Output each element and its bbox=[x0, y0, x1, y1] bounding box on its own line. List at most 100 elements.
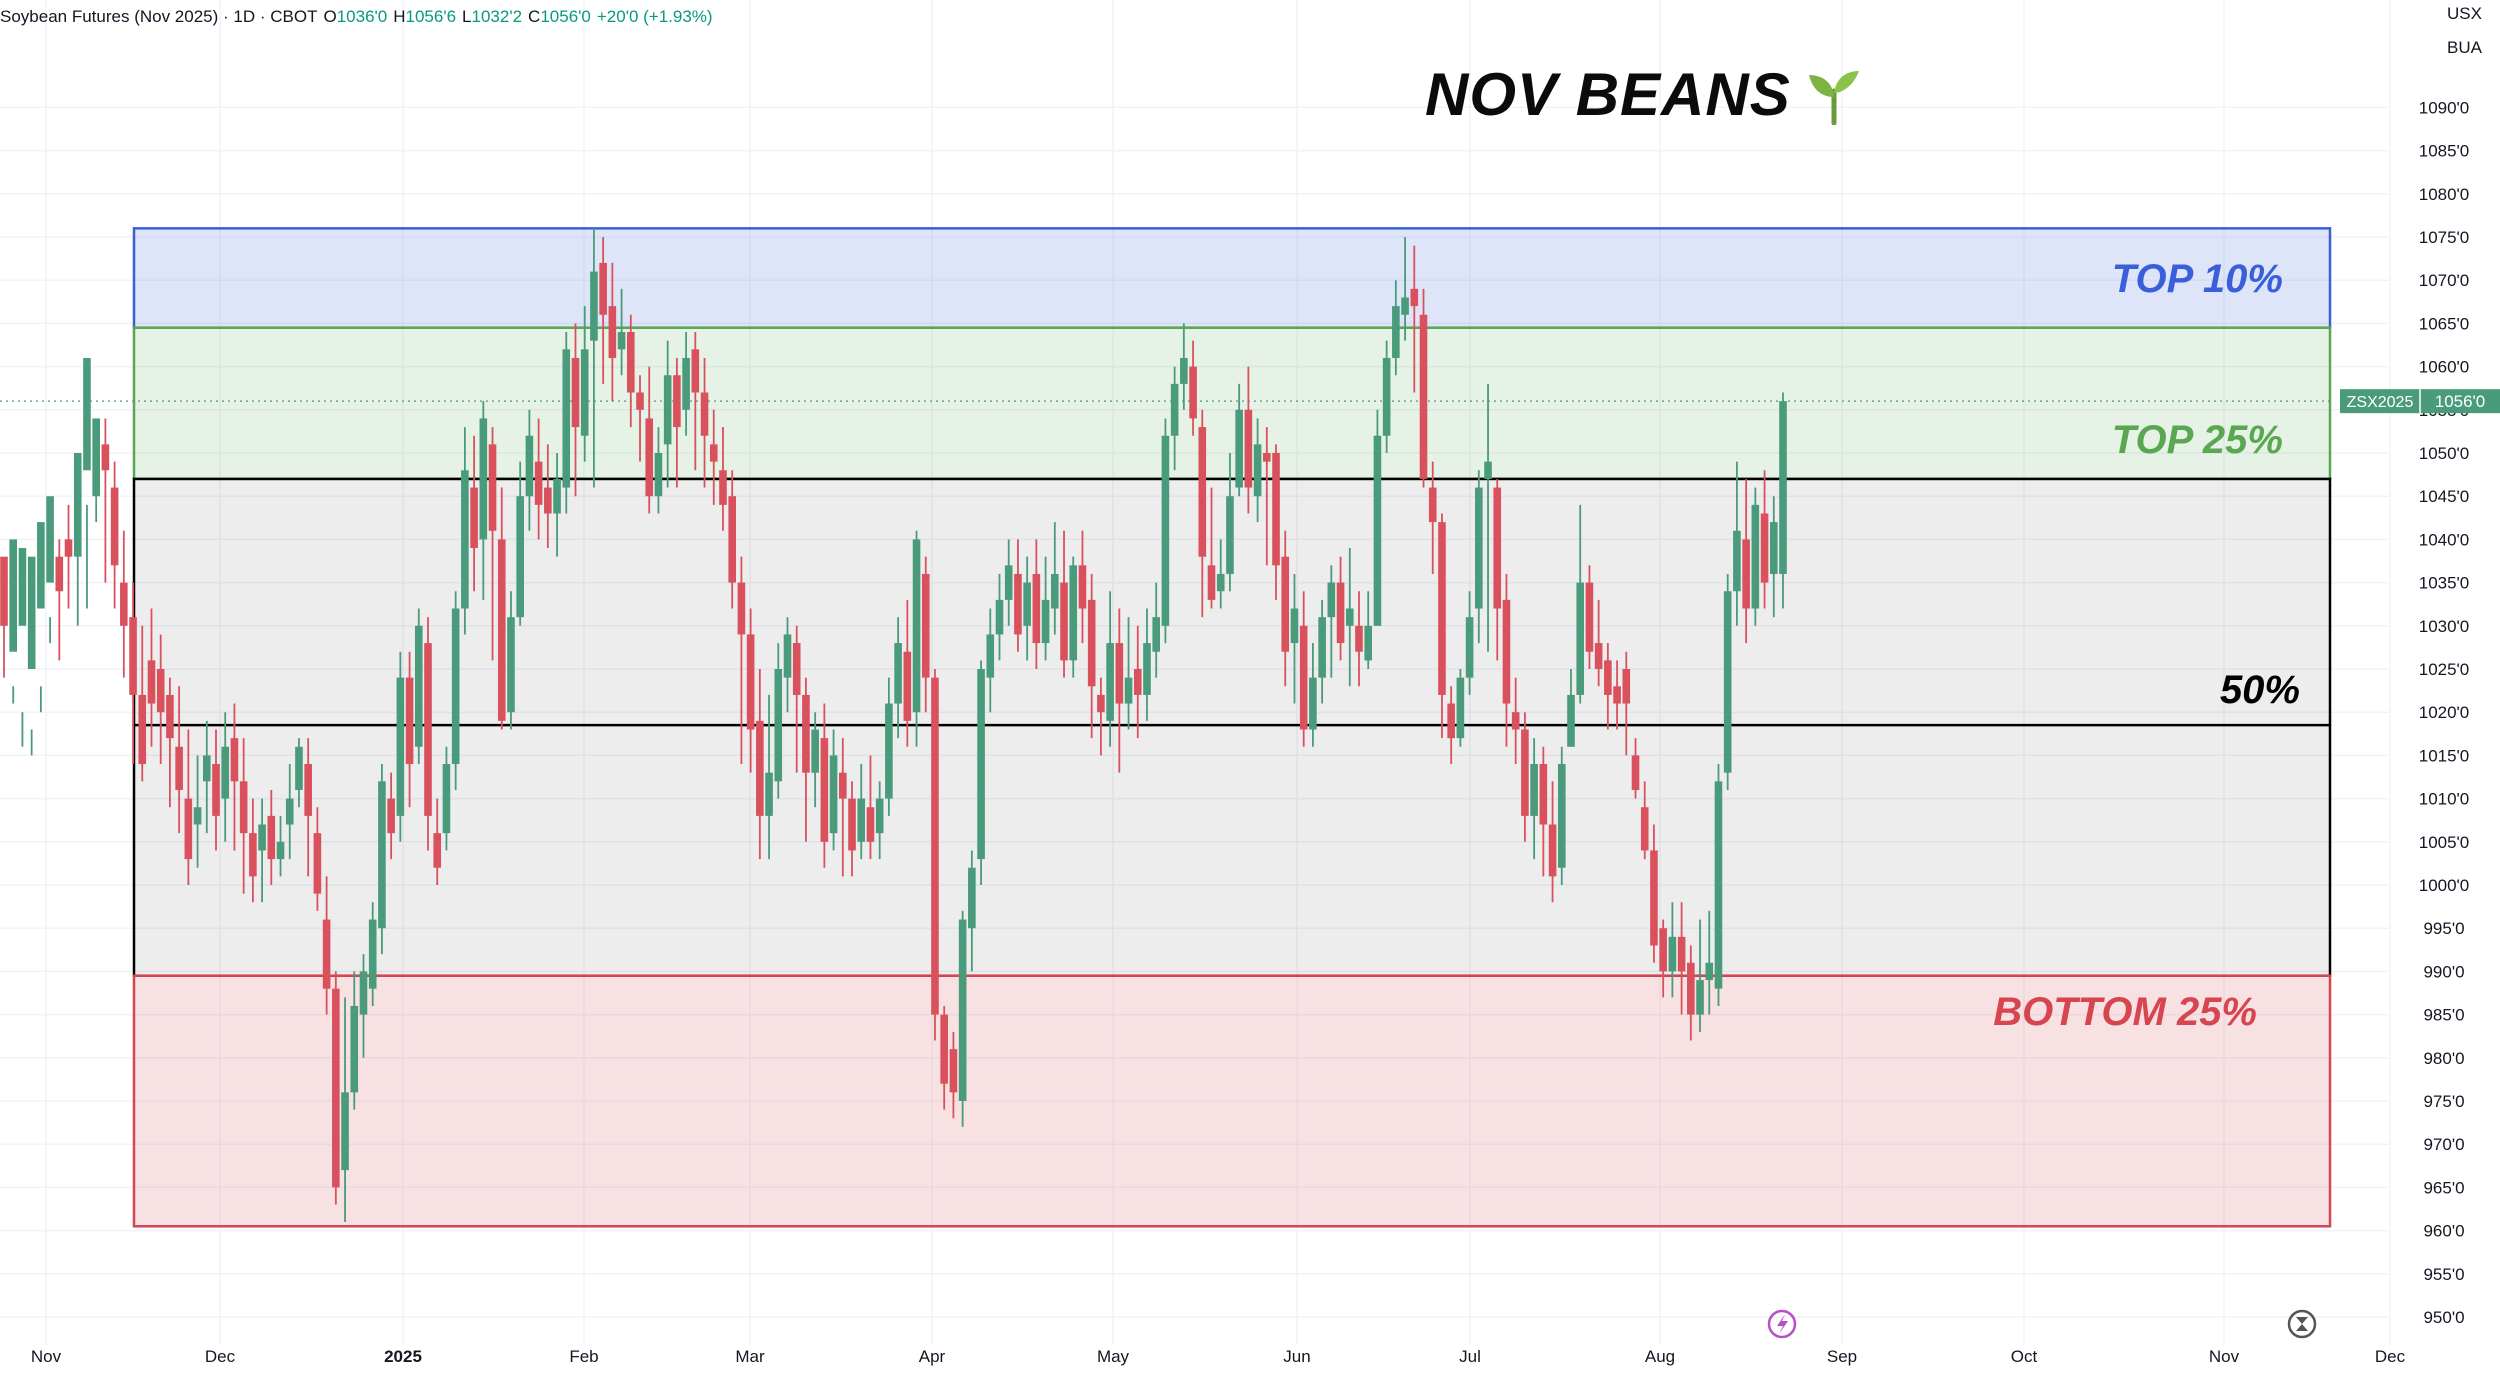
y-tick-label: 1050'0 bbox=[2419, 444, 2470, 463]
bottom-25-zone bbox=[132, 974, 2332, 1228]
candle-body bbox=[1069, 565, 1078, 661]
top-10-label: TOP 10% bbox=[2112, 257, 2283, 301]
candle-body bbox=[1475, 487, 1483, 609]
unit-label: BUA bbox=[2447, 38, 2482, 57]
candle-body bbox=[562, 349, 571, 488]
candle-body bbox=[0, 556, 8, 626]
candle-body bbox=[276, 841, 285, 860]
candle-body bbox=[1051, 573, 1059, 609]
candle-body bbox=[18, 548, 27, 626]
candle-body bbox=[673, 375, 681, 428]
candle-body bbox=[525, 435, 534, 497]
candle-body bbox=[958, 919, 967, 1101]
candle-body bbox=[1622, 669, 1631, 704]
candle-body bbox=[1281, 556, 1290, 652]
candle-body bbox=[332, 988, 340, 1188]
candle-body bbox=[940, 1014, 948, 1084]
candle-body bbox=[507, 617, 515, 713]
candle-body bbox=[1742, 539, 1750, 609]
candle-body bbox=[921, 573, 930, 678]
candle-body bbox=[212, 764, 220, 816]
candle-body bbox=[92, 418, 100, 497]
candle-body bbox=[1521, 729, 1529, 816]
candle-body bbox=[479, 418, 488, 540]
candle-body bbox=[258, 824, 266, 851]
candle-body bbox=[1382, 357, 1391, 436]
candle-body bbox=[663, 375, 672, 445]
candle-body bbox=[599, 262, 607, 315]
candle-body bbox=[1060, 582, 1068, 661]
candle-body bbox=[1327, 582, 1336, 618]
bottom-25-label: BOTTOM 25% bbox=[1993, 990, 2257, 1034]
lightning-icon[interactable] bbox=[1767, 1309, 1797, 1339]
y-tick-label: 1030'0 bbox=[2419, 617, 2470, 636]
candle-body bbox=[138, 694, 147, 765]
candle-body bbox=[184, 798, 193, 860]
candle-body bbox=[1594, 643, 1603, 669]
candle-body bbox=[405, 677, 414, 765]
candle-body bbox=[848, 798, 856, 851]
candle-body bbox=[368, 919, 377, 989]
x-tick-label: Oct bbox=[2011, 1347, 2038, 1366]
candle-body bbox=[1438, 522, 1446, 695]
y-tick-label: 1035'0 bbox=[2419, 574, 2470, 593]
candle-body bbox=[461, 470, 469, 609]
low-value: 1032'2 bbox=[471, 7, 523, 26]
y-tick-label: 960'0 bbox=[2423, 1222, 2464, 1241]
y-tick-label: 1090'0 bbox=[2419, 98, 2470, 117]
candle-body bbox=[341, 1092, 349, 1171]
candle-body bbox=[709, 444, 718, 462]
y-tick-label: 1080'0 bbox=[2419, 185, 2470, 204]
low-label: L bbox=[462, 7, 472, 26]
x-tick-label: Feb bbox=[569, 1347, 598, 1366]
timer-icon[interactable] bbox=[2287, 1309, 2317, 1339]
candle-body bbox=[1124, 677, 1133, 704]
top-25-zone bbox=[132, 326, 2332, 481]
lightning-icon-bolt[interactable] bbox=[1777, 1314, 1788, 1334]
candle-body bbox=[202, 755, 211, 782]
candle-body bbox=[737, 582, 746, 635]
candle-body bbox=[1585, 582, 1594, 652]
symbol-description: Soybean Futures (Nov 2025) · 1D · CBOT bbox=[0, 7, 318, 26]
high-value: 1056'6 bbox=[405, 7, 457, 26]
candle-body bbox=[590, 271, 598, 341]
candle-body bbox=[931, 677, 939, 1015]
x-tick-label: Jun bbox=[1283, 1347, 1310, 1366]
candle-body bbox=[765, 772, 773, 816]
candle-body bbox=[1226, 496, 1234, 574]
candle-body bbox=[110, 487, 119, 566]
change-value: +20'0 (+1.93%) bbox=[596, 7, 713, 26]
candle-body bbox=[986, 634, 995, 678]
candle-body bbox=[378, 781, 386, 929]
candle-body bbox=[1364, 625, 1373, 661]
candle-body bbox=[1318, 617, 1326, 678]
candle-body bbox=[1373, 435, 1382, 626]
candle-body bbox=[829, 755, 838, 834]
candle-body bbox=[977, 669, 985, 860]
candle-body bbox=[1244, 409, 1253, 488]
candle-body bbox=[120, 582, 128, 626]
candle-body bbox=[350, 1005, 359, 1093]
fifty-percent-label: 50% bbox=[2220, 668, 2300, 712]
candle-body bbox=[1106, 643, 1114, 721]
candle-body bbox=[1465, 617, 1474, 678]
y-tick-label: 965'0 bbox=[2423, 1178, 2464, 1197]
y-tick-label: 1085'0 bbox=[2419, 142, 2470, 161]
candle-body bbox=[866, 807, 875, 842]
timer-icon-glass[interactable] bbox=[2296, 1317, 2308, 1331]
candle-body bbox=[1696, 980, 1704, 1015]
y-tick-label: 970'0 bbox=[2423, 1135, 2464, 1154]
open-label: O bbox=[323, 7, 337, 26]
candle-body bbox=[304, 764, 312, 816]
candle-body bbox=[756, 720, 764, 816]
candle-body bbox=[839, 772, 847, 799]
candle-body bbox=[857, 798, 866, 842]
candle-body bbox=[1484, 461, 1492, 479]
candle-body bbox=[322, 919, 331, 989]
x-tick-label: Dec bbox=[2375, 1347, 2406, 1366]
sprout-icon bbox=[1808, 70, 1859, 125]
candle-body bbox=[470, 487, 478, 549]
candle-body bbox=[83, 357, 91, 471]
